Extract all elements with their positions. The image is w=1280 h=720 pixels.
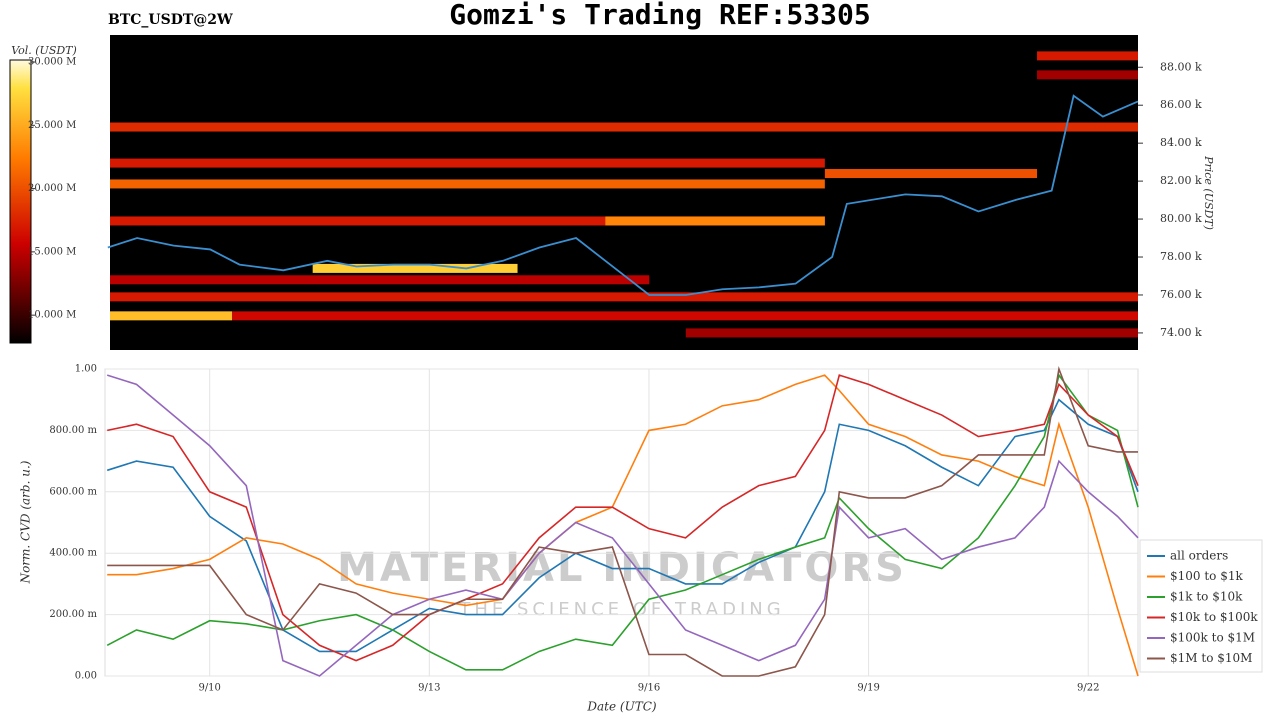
legend	[1139, 539, 1263, 673]
colorbar-tick-label: 20.000 M	[28, 183, 76, 194]
heatmap-band	[685, 328, 1138, 338]
y-tick-label: 84.00 k	[1160, 136, 1202, 149]
y-tick-label: 76.00 k	[1160, 288, 1202, 301]
heatmap-band	[824, 169, 1038, 179]
y-axis-label: Price (USDT)	[1202, 155, 1215, 230]
symbol-label: BTC_USDT@2W	[108, 12, 233, 28]
y-tick-label: 400.00 m	[49, 548, 97, 559]
y-tick-label: 82.00 k	[1160, 174, 1202, 187]
colorbar-tick-label: 10.000 M	[28, 310, 76, 321]
y-tick-label: 74.00 k	[1160, 326, 1202, 339]
heatmap-band	[232, 311, 1138, 321]
heatmap-band	[110, 275, 650, 285]
colorbar-tick-label: 30.000 M	[28, 57, 76, 68]
y-tick-label: 88.00 k	[1160, 60, 1202, 73]
heatmap-band	[110, 122, 1138, 132]
heatmap-area	[110, 35, 1138, 350]
y-tick-label: 78.00 k	[1160, 250, 1202, 263]
series-line	[106, 374, 1139, 677]
heatmap-band	[312, 263, 518, 273]
y-tick-label: 600.00 m	[49, 486, 97, 497]
legend-label: all orders	[1170, 549, 1228, 563]
heatmap-band	[110, 292, 1138, 302]
y-tick-label: 0.00	[75, 671, 97, 682]
series-line	[107, 365, 1138, 677]
heatmap-band	[110, 179, 825, 189]
x-tick-label: 9/16	[638, 683, 660, 694]
heatmap-band	[110, 158, 825, 168]
series-line	[106, 373, 1139, 671]
legend-label: $100k to $1M	[1170, 631, 1255, 645]
x-tick-label: 9/22	[1077, 683, 1099, 694]
heatmap-band	[1037, 70, 1138, 80]
legend-label: $1k to $10k	[1170, 590, 1243, 604]
series-line	[107, 374, 1139, 677]
heatmap-band	[1037, 51, 1138, 61]
colorbar-tick-label: 25.000 M	[28, 120, 76, 131]
colorbar	[9, 59, 32, 344]
legend-label: $10k to $100k	[1170, 610, 1258, 624]
heatmap-band	[605, 216, 825, 226]
legend-label: $100 to $1k	[1170, 569, 1243, 583]
y-axis-label: Norm. CVD (arb. u.)	[19, 460, 33, 584]
series-line	[107, 374, 1139, 662]
x-tick-label: 9/10	[198, 683, 220, 694]
heatmap-band	[110, 216, 825, 226]
series-line	[106, 398, 1139, 653]
colorbar-label: Vol. (USDT)	[11, 44, 77, 57]
x-tick-label: 9/13	[418, 683, 440, 694]
y-tick-label: 200.00 m	[49, 609, 97, 620]
heatmap-band	[110, 311, 233, 321]
y-tick-label: 1.00	[75, 364, 97, 375]
x-axis-label: Date (UTC)	[586, 700, 656, 714]
legend-label: $1M to $10M	[1170, 651, 1252, 665]
cvd-area	[104, 368, 1139, 677]
x-tick-label: 9/19	[857, 683, 879, 694]
price-line	[107, 94, 1139, 296]
y-tick-label: 800.00 m	[49, 425, 97, 436]
y-tick-label: 86.00 k	[1160, 98, 1202, 111]
y-tick-label: 80.00 k	[1160, 212, 1202, 225]
chart-title: Gomzi's Trading REF:53305	[449, 0, 870, 31]
colorbar-tick-label: 15.000 M	[28, 246, 76, 257]
